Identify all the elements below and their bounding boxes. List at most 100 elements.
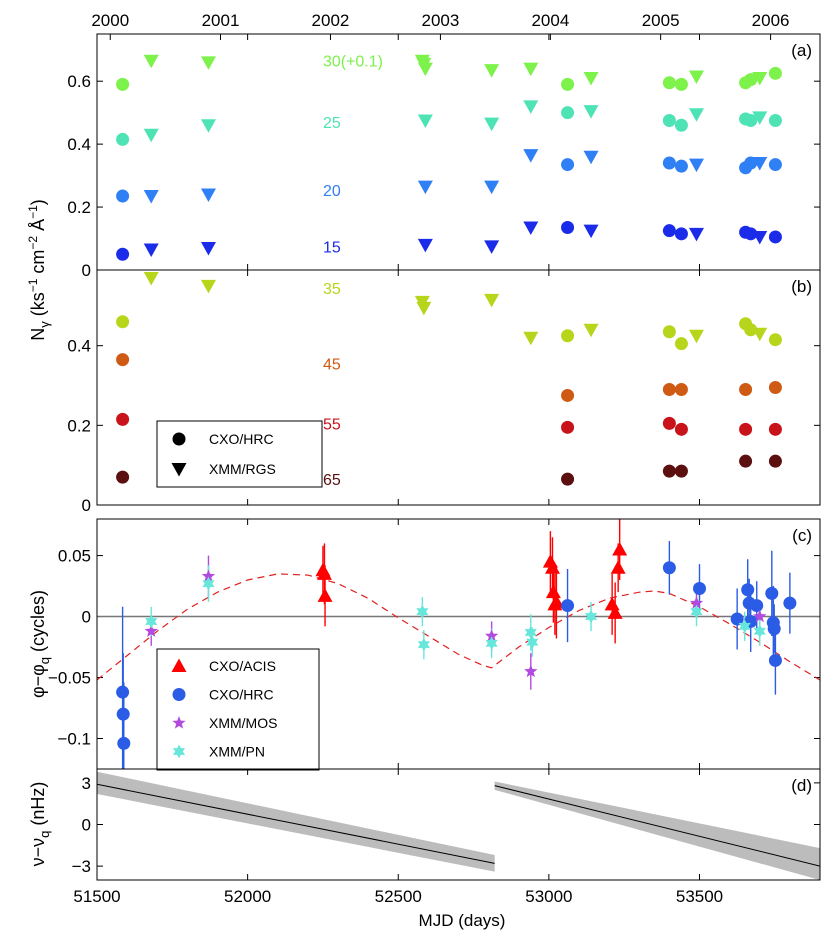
data-point <box>201 569 216 582</box>
data-point <box>200 241 216 256</box>
data-point <box>768 114 782 128</box>
confidence-band <box>494 781 820 880</box>
year-label: 2005 <box>642 11 680 30</box>
data-point <box>688 158 704 173</box>
data-point <box>417 114 433 129</box>
data-point <box>752 111 768 125</box>
panel-frame <box>96 768 821 881</box>
data-point <box>768 158 782 172</box>
data-point <box>417 637 430 652</box>
data-point <box>688 70 704 84</box>
data-point <box>544 560 560 574</box>
legend-c: CXO/ACIS CXO/HRC XMM/MOS XMM/PN <box>156 648 320 771</box>
x-axis-label: MJD (days) <box>419 911 506 930</box>
y-tick-label: 0.4 <box>67 135 91 154</box>
y-tick-label: 0 <box>82 496 91 515</box>
data-point <box>768 66 782 80</box>
series-annotation: 55 <box>323 416 341 433</box>
panel-d: −3 0 3 (d) <box>72 769 820 880</box>
data-point <box>739 454 753 468</box>
data-point <box>484 117 500 132</box>
data-point <box>690 604 703 619</box>
confidence-band <box>97 771 495 872</box>
model-curve <box>97 573 820 681</box>
data-point <box>524 664 538 678</box>
data-point <box>561 599 575 613</box>
y-tick-label: 0.2 <box>67 416 91 435</box>
year-label: 2002 <box>312 11 350 30</box>
data-point <box>417 238 433 253</box>
data-point <box>744 227 758 241</box>
trend-line <box>494 785 820 867</box>
legend-marker <box>171 463 187 477</box>
data-point <box>765 586 779 600</box>
data-point <box>200 56 216 70</box>
data-point <box>768 422 782 436</box>
data-point <box>484 293 500 308</box>
data-point <box>750 599 764 613</box>
data-point <box>116 132 130 146</box>
data-point <box>484 64 500 78</box>
data-point <box>416 301 432 316</box>
data-point <box>612 541 628 556</box>
data-point <box>688 329 704 344</box>
data-point <box>662 325 676 339</box>
data-point <box>610 560 626 574</box>
data-point <box>739 422 753 436</box>
data-point <box>145 614 158 629</box>
data-point <box>783 596 797 610</box>
data-point <box>752 72 768 86</box>
data-point <box>117 736 131 750</box>
data-point <box>688 108 704 122</box>
series-annotation: 20 <box>323 183 341 200</box>
y-axis-label-d: ν−νq (nHz) <box>28 782 52 867</box>
legend-marker <box>172 432 186 446</box>
data-point <box>561 77 575 91</box>
data-point <box>316 566 332 580</box>
data-point <box>739 382 753 396</box>
panel-d-data <box>97 771 820 880</box>
data-point <box>523 100 539 114</box>
data-point <box>202 576 215 591</box>
series-annotation: 35 <box>323 281 341 298</box>
y-tick-label: −0.1 <box>57 730 91 749</box>
data-point <box>607 605 623 619</box>
data-point <box>741 583 755 597</box>
data-point <box>662 464 676 478</box>
series-annotation: 15 <box>323 239 341 256</box>
data-point <box>523 221 539 236</box>
data-point <box>744 73 758 87</box>
panel-b: 0 0.2 0.4 (b) <box>67 270 820 515</box>
data-point <box>674 159 688 173</box>
data-point <box>548 594 564 608</box>
data-point <box>116 707 130 721</box>
legend-label: XMM/MOS <box>209 715 277 731</box>
data-point <box>143 128 159 143</box>
data-point <box>200 188 216 202</box>
y-tick-label: 0 <box>82 608 91 627</box>
year-label: 2000 <box>91 11 129 30</box>
legend-label: CXO/ACIS <box>209 658 276 674</box>
data-point <box>768 653 782 667</box>
data-point <box>200 119 216 133</box>
x-tick-label: 52500 <box>375 887 422 906</box>
data-point <box>524 625 537 640</box>
data-point <box>738 619 751 634</box>
year-label: 2001 <box>202 11 240 30</box>
data-point <box>561 158 575 172</box>
x-tick-label: 53000 <box>525 887 572 906</box>
data-point <box>688 227 704 242</box>
data-point <box>662 561 676 575</box>
panel-label: (d) <box>791 776 812 795</box>
data-point <box>561 420 575 434</box>
data-point <box>116 189 130 203</box>
y-tick-label: 0.6 <box>67 72 91 91</box>
data-point <box>561 388 575 402</box>
data-point <box>662 76 676 90</box>
data-point <box>584 609 598 624</box>
y-tick-label: 3 <box>82 774 91 793</box>
y-tick-label: 0 <box>82 816 91 835</box>
data-point <box>583 105 599 119</box>
data-point <box>583 224 599 239</box>
